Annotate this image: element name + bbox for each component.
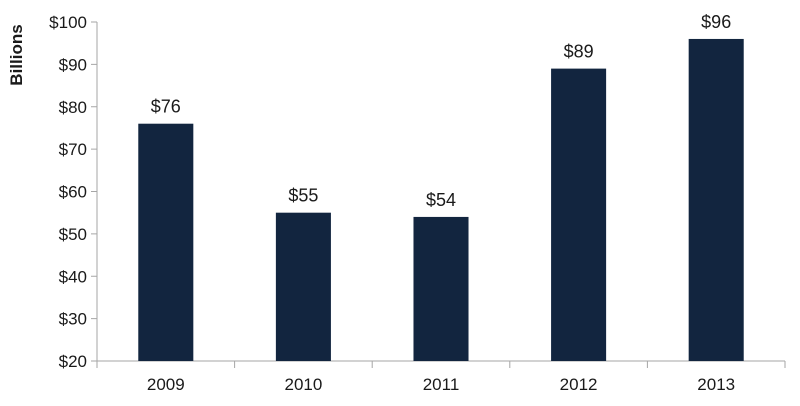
x-tick-label: 2012 [560, 375, 598, 394]
data-labels: $76 $55 $54 $89 $96 [151, 12, 731, 210]
x-tick-label: 2013 [697, 375, 735, 394]
bar-2009 [138, 123, 194, 361]
y-tick-label: $80 [59, 98, 87, 117]
bar-2011 [413, 216, 469, 361]
y-tick-label: $60 [59, 183, 87, 202]
data-label-2011: $54 [426, 190, 456, 210]
data-label-2012: $89 [564, 42, 594, 62]
y-tick-label: $50 [59, 225, 87, 244]
x-tick-label: 2009 [147, 375, 185, 394]
y-tick-label: $90 [59, 55, 87, 74]
bars [138, 38, 744, 362]
x-axis: 2009 2010 2011 2012 2013 [96, 360, 786, 394]
y-tick-label: $30 [59, 310, 87, 329]
x-tick-label: 2011 [423, 375, 460, 394]
data-label-2009: $76 [151, 97, 181, 117]
data-label-2013: $96 [701, 12, 731, 32]
x-tick-label: 2010 [284, 375, 322, 394]
y-tick-label: $20 [59, 352, 87, 371]
y-axis-title: Billions [7, 24, 26, 85]
y-axis: $20 $30 $40 $50 $60 $70 $80 $90 $100 [49, 13, 98, 371]
y-tick-label: $100 [49, 13, 87, 32]
y-tick-label: $40 [59, 267, 87, 286]
y-tick-label: $70 [59, 140, 87, 159]
bar-2010 [275, 212, 331, 361]
bar-2013 [688, 38, 744, 361]
bar-2012 [551, 68, 607, 362]
data-label-2010: $55 [288, 186, 318, 206]
